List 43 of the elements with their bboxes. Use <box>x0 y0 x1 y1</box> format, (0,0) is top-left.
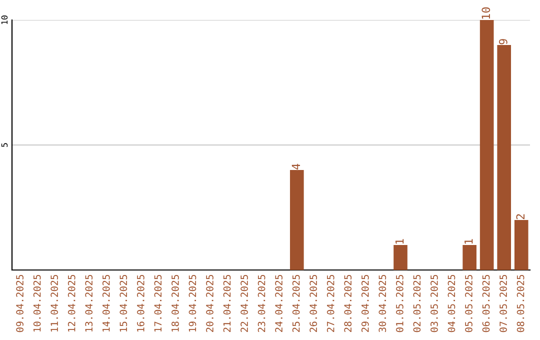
x-tick-label: 29.04.2025 <box>361 274 369 332</box>
x-tick-label: 24.04.2025 <box>275 274 282 332</box>
x-tick-label: 18.04.2025 <box>172 274 179 332</box>
y-tick-label: 5 <box>1 143 8 147</box>
x-tick-label: 15.04.2025 <box>120 274 128 332</box>
x-tick-label: 11.04.2025 <box>50 274 58 332</box>
x-tick-label: 04.05.2025 <box>448 274 456 332</box>
x-tick-label: 09.04.2025 <box>16 274 24 332</box>
data-label: 4 <box>292 164 300 170</box>
x-tick-label: 28.04.2025 <box>344 274 352 332</box>
x-tick-label: 08.05.2025 <box>516 274 524 332</box>
x-tick-label: 14.04.2025 <box>102 274 110 332</box>
x-tick-label: 26.04.2025 <box>310 274 318 332</box>
x-tick-label: 19.04.2025 <box>188 274 196 332</box>
x-tick-label: 03.05.2025 <box>430 274 438 332</box>
x-tick-label: 06.05.2025 <box>482 274 490 332</box>
x-tick-label: 10.04.2025 <box>33 274 41 332</box>
x-tick-label: 30.04.2025 <box>378 274 386 332</box>
bar <box>514 220 528 270</box>
x-tick-label: 22.04.2025 <box>240 274 248 332</box>
x-tick-label: 23.04.2025 <box>258 274 266 332</box>
bar <box>497 45 512 270</box>
data-label: 10 <box>482 7 490 19</box>
bar <box>462 245 476 270</box>
x-tick-label: 07.05.2025 <box>500 274 507 332</box>
x-tick-label: 20.04.2025 <box>206 274 214 332</box>
x-tick-label: 02.05.2025 <box>413 274 421 332</box>
bar <box>290 170 304 270</box>
x-tick-label: 13.04.2025 <box>85 274 93 332</box>
x-tick-label: 16.04.2025 <box>136 274 144 332</box>
x-tick-label: 01.05.2025 <box>396 274 404 332</box>
x-tick-label: 12.04.2025 <box>68 274 76 332</box>
x-tick-label: 17.04.2025 <box>154 274 162 332</box>
data-label: 9 <box>498 39 508 44</box>
data-label: 2 <box>516 214 524 220</box>
x-tick-label: 27.04.2025 <box>326 274 334 332</box>
data-label: 1 <box>464 239 473 244</box>
x-tick-label: 25.04.2025 <box>292 274 300 332</box>
data-label: 1 <box>395 239 404 244</box>
bar <box>480 20 494 270</box>
x-tick-label: 05.05.2025 <box>465 274 472 332</box>
bar <box>394 245 408 270</box>
x-tick-label: 21.04.2025 <box>223 274 231 332</box>
